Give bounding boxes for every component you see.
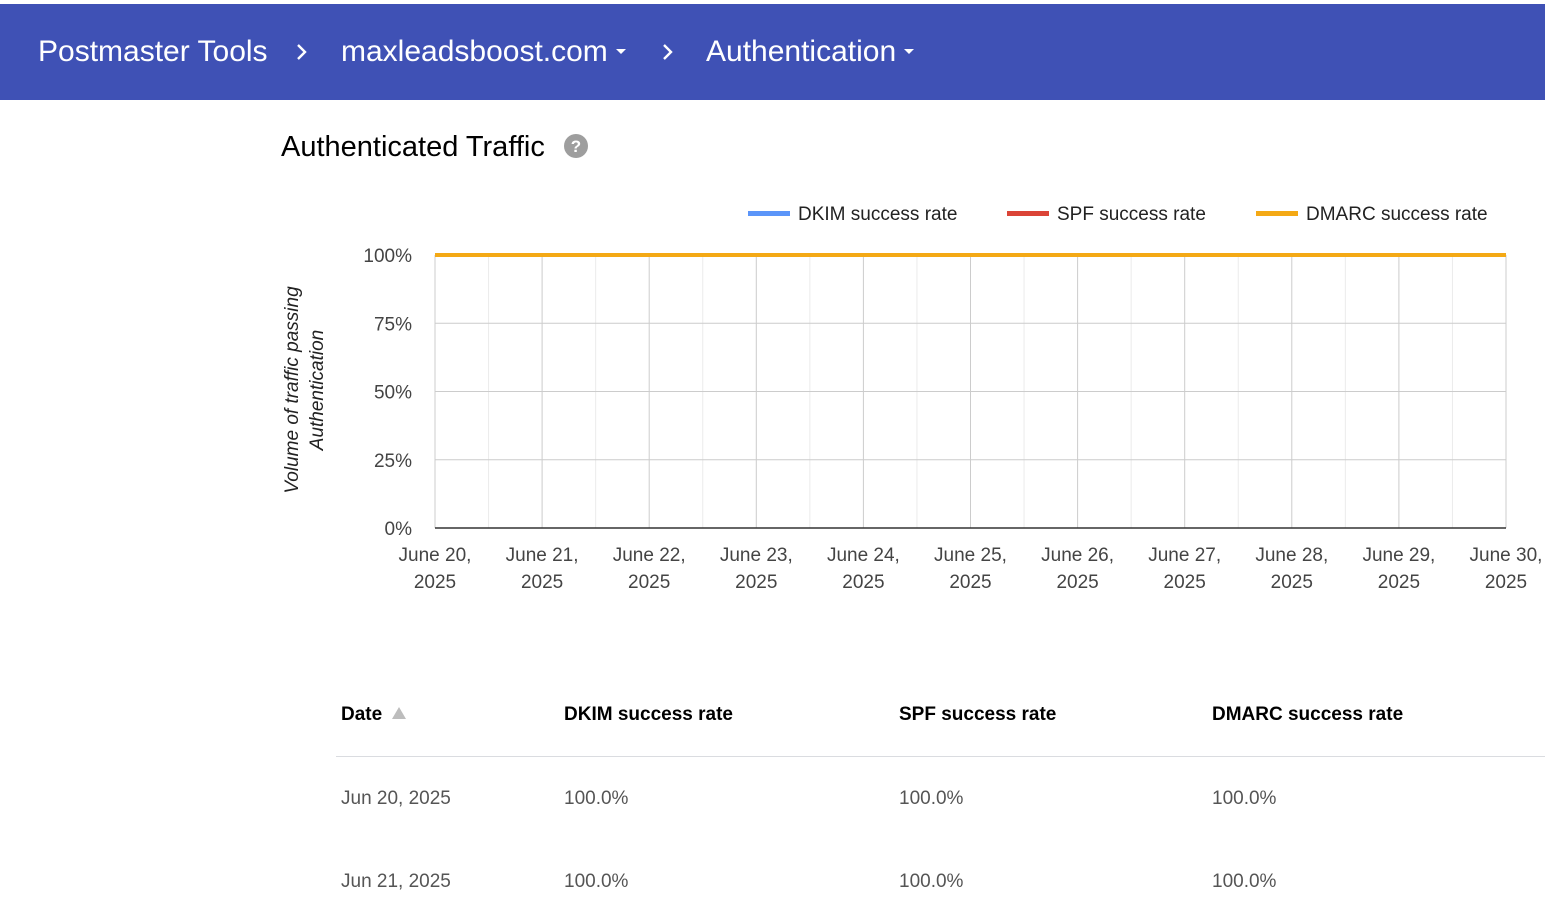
column-header-dmarc[interactable]: DMARC success rate bbox=[1212, 704, 1404, 725]
x-tick-label: June 20, bbox=[399, 545, 472, 566]
cell-date: Jun 21, 2025 bbox=[341, 871, 451, 892]
dropdown-caret-icon bbox=[615, 48, 626, 54]
legend-swatch bbox=[748, 210, 790, 216]
cell-spf: 100.0% bbox=[899, 788, 964, 809]
x-tick-label: 2025 bbox=[521, 572, 563, 593]
table-row: Jun 20, 2025 100.0% 100.0% 100.0% bbox=[336, 779, 1545, 819]
y-tick-label: 50% bbox=[374, 383, 412, 404]
x-tick-label: June 23, bbox=[720, 545, 793, 566]
x-tick-label: 2025 bbox=[1271, 572, 1313, 593]
dashboard-dropdown[interactable]: Authentication bbox=[706, 4, 915, 100]
chevron-right-icon bbox=[297, 44, 307, 60]
x-tick-label: 2025 bbox=[1378, 572, 1420, 593]
cell-date: Jun 20, 2025 bbox=[341, 788, 451, 809]
x-tick-label: June 30, bbox=[1470, 545, 1543, 566]
legend-swatch bbox=[1256, 210, 1298, 216]
top-app-bar: Postmaster Tools maxleadsboost.com Authe… bbox=[0, 4, 1545, 100]
table-row: Jun 21, 2025 100.0% 100.0% 100.0% bbox=[336, 862, 1545, 902]
app-title-link[interactable]: Postmaster Tools bbox=[38, 35, 268, 68]
legend-item-spf: SPF success rate bbox=[1007, 204, 1206, 228]
legend-label: DMARC success rate bbox=[1306, 204, 1488, 225]
svg-text:?: ? bbox=[571, 137, 581, 156]
legend-swatch bbox=[1007, 210, 1049, 216]
legend-label: SPF success rate bbox=[1057, 204, 1206, 225]
x-tick-label: 2025 bbox=[842, 572, 884, 593]
x-tick-label: 2025 bbox=[949, 572, 991, 593]
x-tick-label: 2025 bbox=[1164, 572, 1206, 593]
x-tick-label: 2025 bbox=[1056, 572, 1098, 593]
x-tick-label: 2025 bbox=[735, 572, 777, 593]
legend-item-dmarc: DMARC success rate bbox=[1256, 204, 1488, 228]
dropdown-caret-icon bbox=[904, 48, 915, 54]
domain-dropdown[interactable]: maxleadsboost.com bbox=[341, 4, 626, 100]
x-tick-label: June 27, bbox=[1148, 545, 1221, 566]
x-tick-label: June 24, bbox=[827, 545, 900, 566]
chevron-right-icon bbox=[663, 44, 673, 60]
authenticated-traffic-chart: 0% 25% 50% 75% 100% June 20, 2025 June 21, 2025 J… bbox=[363, 246, 1543, 593]
x-tick-label: June 26, bbox=[1041, 545, 1114, 566]
column-header-spf[interactable]: SPF success rate bbox=[899, 704, 1057, 725]
legend-item-dkim: DKIM success rate bbox=[748, 204, 957, 228]
y-tick-label: 100% bbox=[363, 246, 412, 267]
help-circle-icon[interactable]: ? bbox=[563, 133, 589, 159]
y-tick-label: 0% bbox=[385, 519, 413, 540]
cell-dmarc: 100.0% bbox=[1212, 871, 1277, 892]
column-header-dkim[interactable]: DKIM success rate bbox=[564, 704, 733, 725]
cell-dkim: 100.0% bbox=[564, 871, 629, 892]
x-tick-label: June 25, bbox=[934, 545, 1007, 566]
y-tick-label: 25% bbox=[374, 451, 412, 472]
column-header-date[interactable]: Date bbox=[341, 690, 407, 740]
x-tick-label: June 28, bbox=[1255, 545, 1328, 566]
section-title: Authenticated Traffic bbox=[281, 131, 545, 163]
cell-dmarc: 100.0% bbox=[1212, 788, 1277, 809]
x-tick-label: June 21, bbox=[506, 545, 579, 566]
dashboard-label: Authentication bbox=[706, 35, 897, 68]
sort-ascending-icon[interactable] bbox=[392, 706, 407, 719]
table-header-divider bbox=[336, 756, 1545, 757]
x-tick-label: 2025 bbox=[414, 572, 456, 593]
cell-spf: 100.0% bbox=[899, 871, 964, 892]
y-tick-label: 75% bbox=[374, 314, 412, 335]
domain-label: maxleadsboost.com bbox=[341, 35, 608, 68]
x-tick-label: 2025 bbox=[1485, 572, 1527, 593]
x-tick-label: 2025 bbox=[628, 572, 670, 593]
x-tick-label: June 22, bbox=[613, 545, 686, 566]
cell-dkim: 100.0% bbox=[564, 788, 629, 809]
x-tick-label: June 29, bbox=[1362, 545, 1435, 566]
legend-label: DKIM success rate bbox=[798, 204, 958, 225]
